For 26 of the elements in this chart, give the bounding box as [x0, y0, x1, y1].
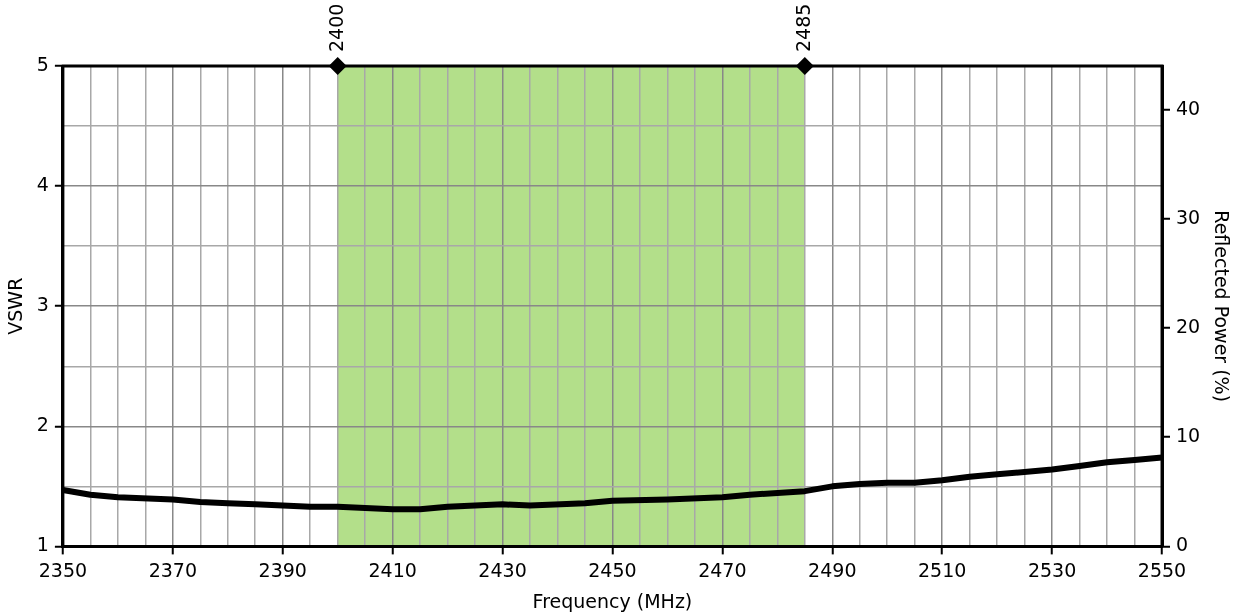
y-axis-title: VSWR: [4, 277, 27, 335]
x-axis-title: Frequency (MHz): [532, 589, 693, 612]
y2-tick-label: 10: [1176, 424, 1201, 447]
x-tick-label: 2550: [1137, 558, 1187, 581]
y-tick-label: 4: [36, 173, 49, 196]
x-tick-label: 2490: [808, 558, 857, 581]
x-tick-label: 2470: [698, 558, 747, 581]
y2-tick-label: 20: [1176, 314, 1201, 337]
y2-tick-label: 30: [1176, 205, 1201, 228]
y-tick-label: 2: [36, 413, 49, 436]
y-tick-label: 1: [36, 533, 49, 556]
annotation: 2485: [791, 3, 814, 52]
x-tick-label: 2510: [918, 558, 967, 581]
y2-tick-label: 40: [1176, 96, 1201, 119]
y-tick-label: 3: [36, 293, 49, 316]
x-tick-label: 2370: [148, 558, 197, 581]
x-tick-label: 2410: [368, 558, 417, 581]
x-tick-label: 2390: [258, 558, 307, 581]
y2-tick-label: 0: [1176, 533, 1189, 556]
y-tick-label: 5: [36, 52, 49, 75]
x-tick-label: 2350: [38, 558, 88, 581]
y2-axis-title: Reflected Power (%): [1210, 210, 1233, 403]
x-tick-label: 2450: [588, 558, 637, 581]
x-tick-label: 2430: [478, 558, 527, 581]
annotation: 2400: [324, 3, 347, 52]
x-tick-label: 2530: [1027, 558, 1077, 581]
